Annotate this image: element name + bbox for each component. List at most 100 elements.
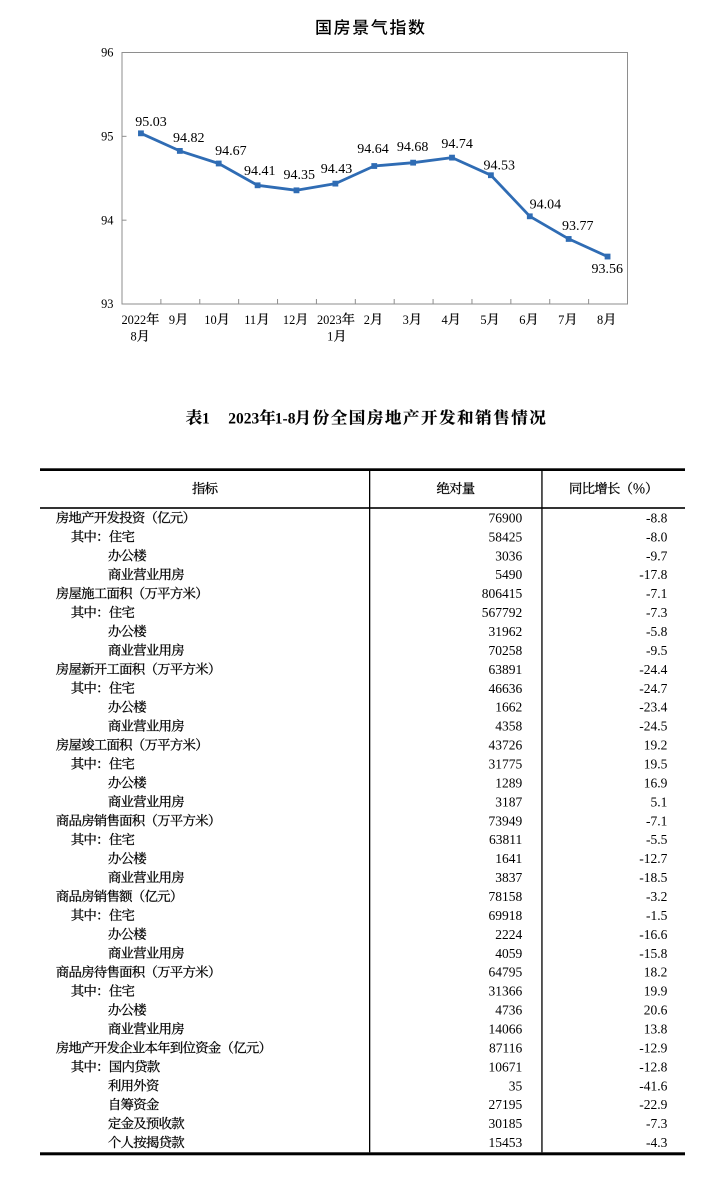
svg-text:18.2: 18.2 [644, 965, 668, 980]
svg-text:-7.3: -7.3 [646, 1116, 668, 1131]
svg-text:58425: 58425 [489, 529, 523, 544]
svg-text:94.43: 94.43 [321, 162, 353, 177]
svg-text:95.03: 95.03 [135, 115, 167, 130]
svg-text:94.64: 94.64 [357, 142, 389, 157]
svg-text:73949: 73949 [489, 813, 523, 828]
svg-text:-7.1: -7.1 [646, 586, 667, 601]
svg-text:7: 7 [558, 313, 564, 327]
svg-text:15453: 15453 [489, 1135, 523, 1150]
svg-text:94.35: 94.35 [284, 168, 316, 183]
svg-text:63891: 63891 [489, 662, 523, 677]
svg-text:95: 95 [101, 130, 113, 144]
svg-text:35: 35 [509, 1078, 523, 1093]
svg-text:-5.8: -5.8 [646, 624, 668, 639]
svg-text:4: 4 [442, 313, 448, 327]
svg-text:-7.3: -7.3 [646, 605, 668, 620]
svg-text:5490: 5490 [495, 567, 522, 582]
svg-text:9: 9 [169, 313, 175, 327]
svg-text:14066: 14066 [489, 1022, 523, 1037]
svg-text:31775: 31775 [489, 756, 523, 771]
svg-text:1: 1 [327, 330, 333, 344]
svg-text:69918: 69918 [489, 908, 523, 923]
svg-text:-22.9: -22.9 [639, 1097, 667, 1112]
svg-text:96: 96 [101, 46, 113, 60]
svg-text:10671: 10671 [489, 1059, 523, 1074]
svg-text:-41.6: -41.6 [639, 1078, 667, 1093]
svg-text:-9.5: -9.5 [646, 643, 668, 658]
svg-text:12: 12 [283, 313, 295, 327]
svg-text:30185: 30185 [489, 1116, 523, 1131]
svg-text:3837: 3837 [495, 870, 522, 885]
svg-text:-12.9: -12.9 [639, 1040, 667, 1055]
svg-text:4059: 4059 [495, 946, 522, 961]
svg-text:27195: 27195 [489, 1097, 523, 1112]
svg-text:31962: 31962 [489, 624, 523, 639]
svg-text:2023: 2023 [317, 313, 342, 327]
svg-text:87116: 87116 [489, 1040, 522, 1055]
svg-text:2023: 2023 [228, 411, 259, 428]
svg-text:-24.4: -24.4 [639, 662, 667, 677]
svg-text:-18.5: -18.5 [639, 870, 667, 885]
svg-text:806415: 806415 [482, 586, 523, 601]
svg-text:10: 10 [204, 313, 216, 327]
svg-text:16.9: 16.9 [644, 775, 668, 790]
svg-text:2224: 2224 [495, 927, 522, 942]
svg-text:3187: 3187 [495, 794, 522, 809]
svg-text:4736: 4736 [495, 1003, 522, 1018]
svg-text:19.9: 19.9 [644, 984, 668, 999]
svg-text:1: 1 [202, 411, 210, 428]
svg-text:3036: 3036 [495, 548, 522, 563]
svg-text:19.2: 19.2 [644, 738, 668, 753]
svg-text:-12.7: -12.7 [639, 851, 667, 866]
svg-text:31366: 31366 [489, 984, 523, 999]
svg-text:93.56: 93.56 [591, 262, 623, 277]
svg-text:1-8: 1-8 [275, 411, 296, 428]
svg-text:93: 93 [101, 297, 113, 311]
svg-text:8: 8 [597, 313, 603, 327]
svg-text:94.04: 94.04 [530, 198, 562, 213]
svg-text:20.6: 20.6 [644, 1003, 668, 1018]
svg-text:4358: 4358 [495, 719, 522, 734]
svg-text:-17.8: -17.8 [639, 567, 667, 582]
svg-text:-24.7: -24.7 [639, 681, 667, 696]
svg-text:-24.5: -24.5 [639, 719, 667, 734]
svg-text:11: 11 [244, 313, 256, 327]
svg-text:6: 6 [519, 313, 525, 327]
svg-text:70258: 70258 [489, 643, 523, 658]
svg-text:-4.3: -4.3 [646, 1135, 668, 1150]
svg-text:-9.7: -9.7 [646, 548, 668, 563]
svg-text:64795: 64795 [489, 965, 523, 980]
svg-text:-16.6: -16.6 [639, 927, 667, 942]
svg-text:-23.4: -23.4 [639, 700, 667, 715]
svg-text:13.8: 13.8 [644, 1022, 668, 1037]
svg-text:19.5: 19.5 [644, 756, 668, 771]
svg-text:94.68: 94.68 [397, 140, 429, 155]
svg-text:1289: 1289 [495, 775, 522, 790]
svg-text:-8.0: -8.0 [646, 529, 668, 544]
svg-text:-3.2: -3.2 [646, 889, 667, 904]
svg-text:2: 2 [364, 313, 370, 327]
svg-text:93.77: 93.77 [562, 219, 594, 234]
svg-text:94.53: 94.53 [483, 158, 515, 173]
svg-text:94.74: 94.74 [441, 137, 473, 152]
svg-text:2022: 2022 [121, 313, 146, 327]
svg-text:-12.8: -12.8 [639, 1059, 667, 1074]
svg-text:94.41: 94.41 [244, 164, 276, 179]
svg-text:76900: 76900 [489, 510, 523, 525]
svg-text:5: 5 [480, 313, 486, 327]
svg-text:8: 8 [130, 330, 136, 344]
svg-text:63811: 63811 [489, 832, 522, 847]
svg-text:3: 3 [403, 313, 409, 327]
svg-text:94.82: 94.82 [173, 131, 205, 146]
svg-text:-5.5: -5.5 [646, 832, 668, 847]
svg-text:-15.8: -15.8 [639, 946, 667, 961]
svg-text:1641: 1641 [495, 851, 522, 866]
svg-text:-7.1: -7.1 [646, 813, 667, 828]
svg-text:1662: 1662 [495, 700, 522, 715]
svg-text:-1.5: -1.5 [646, 908, 668, 923]
svg-text:-8.8: -8.8 [646, 510, 668, 525]
svg-text:78158: 78158 [489, 889, 523, 904]
svg-text:567792: 567792 [482, 605, 523, 620]
svg-text:94: 94 [101, 213, 113, 227]
svg-text:43726: 43726 [489, 738, 523, 753]
